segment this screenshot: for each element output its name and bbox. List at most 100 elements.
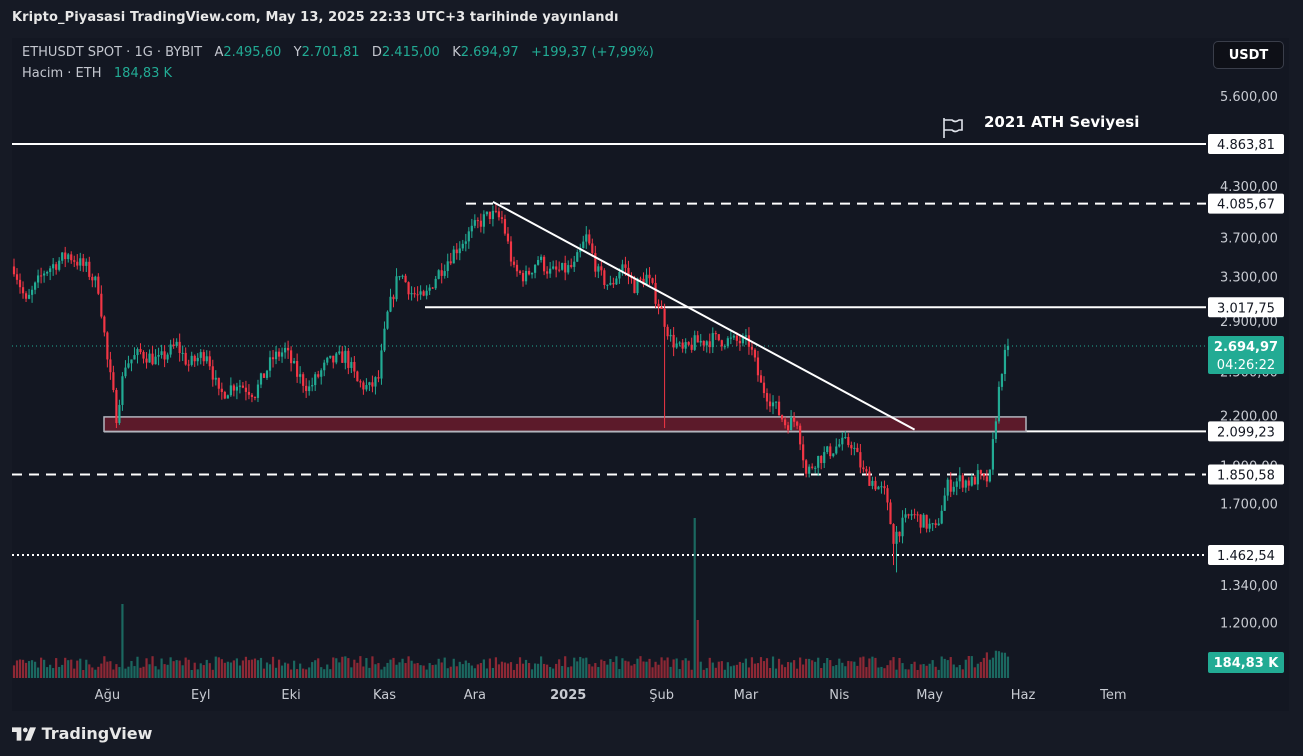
candle-body[interactable] — [865, 469, 868, 472]
current-price-tag[interactable] — [1208, 335, 1284, 374]
candle-body[interactable] — [585, 234, 588, 242]
candle-body[interactable] — [181, 352, 184, 354]
candle-body[interactable] — [904, 514, 907, 518]
candle-body[interactable] — [651, 278, 654, 283]
candle-body[interactable] — [826, 446, 829, 453]
candle-body[interactable] — [1003, 349, 1007, 375]
candle-body[interactable] — [702, 340, 705, 346]
candle-body[interactable] — [46, 271, 49, 274]
candle-body[interactable] — [235, 386, 238, 391]
candle-body[interactable] — [217, 377, 220, 389]
candle-body[interactable] — [314, 374, 317, 386]
candle-body[interactable] — [431, 287, 434, 289]
candle-body[interactable] — [988, 469, 991, 482]
candle-body[interactable] — [777, 401, 781, 416]
candle-body[interactable] — [148, 353, 151, 363]
candle-body[interactable] — [482, 214, 485, 227]
candle-body[interactable] — [982, 474, 985, 477]
candle-body[interactable] — [64, 252, 67, 260]
candle-body[interactable] — [838, 444, 841, 447]
candle-body[interactable] — [154, 356, 157, 365]
candle-body[interactable] — [500, 217, 504, 219]
candle-body[interactable] — [934, 523, 937, 526]
candle-body[interactable] — [61, 252, 64, 261]
candle-body[interactable] — [286, 347, 290, 351]
candle-body[interactable] — [774, 401, 778, 403]
candle-body[interactable] — [729, 337, 732, 339]
candle-body[interactable] — [594, 253, 597, 272]
candle-body[interactable] — [820, 455, 823, 464]
candle-body[interactable] — [681, 342, 684, 349]
candle-body[interactable] — [383, 328, 386, 351]
candle-body[interactable] — [416, 294, 419, 296]
candle-body[interactable] — [133, 355, 136, 360]
candle-body[interactable] — [588, 234, 591, 244]
candle-body[interactable] — [868, 471, 871, 486]
candle-body[interactable] — [428, 287, 431, 291]
candle-body[interactable] — [88, 261, 91, 277]
candle-body[interactable] — [317, 374, 320, 377]
candle-body[interactable] — [229, 385, 232, 396]
trendline[interactable] — [492, 200, 916, 431]
candle-body[interactable] — [940, 510, 943, 524]
candle-body[interactable] — [139, 348, 142, 352]
candle-body[interactable] — [871, 480, 874, 486]
candle-body[interactable] — [663, 308, 666, 327]
candle-body[interactable] — [530, 272, 534, 275]
candle-body[interactable] — [973, 476, 976, 485]
candle-body[interactable] — [494, 210, 498, 212]
candle-body[interactable] — [305, 385, 308, 392]
candle-body[interactable] — [488, 211, 491, 220]
candle-body[interactable] — [669, 334, 672, 337]
candle-body[interactable] — [543, 256, 546, 272]
candle-body[interactable] — [491, 210, 495, 220]
candle-body[interactable] — [711, 333, 714, 348]
support-zone[interactable] — [103, 416, 1027, 433]
candle-body[interactable] — [720, 340, 723, 347]
candle-body[interactable] — [94, 276, 97, 281]
candle-body[interactable] — [371, 382, 374, 387]
candle-body[interactable] — [437, 270, 440, 279]
currency-button[interactable]: USDT — [1213, 41, 1284, 69]
candle-body[interactable] — [666, 326, 669, 337]
candle-body[interactable] — [253, 396, 257, 398]
candle-body[interactable] — [835, 446, 838, 454]
candle-body[interactable] — [518, 271, 522, 273]
candle-body[interactable] — [256, 384, 260, 398]
price-tag-1[interactable] — [1208, 193, 1284, 214]
candle-body[interactable] — [726, 338, 729, 347]
candle-body[interactable] — [208, 356, 211, 367]
candle-body[interactable] — [648, 274, 651, 279]
volume-label[interactable]: Hacim · ETH — [22, 66, 102, 81]
candle-body[interactable] — [657, 303, 660, 308]
candle-body[interactable] — [262, 373, 266, 378]
candle-body[interactable] — [24, 293, 28, 299]
candle-body[interactable] — [293, 360, 296, 364]
candle-body[interactable] — [675, 343, 678, 348]
candle-body[interactable] — [21, 287, 25, 294]
candle-body[interactable] — [886, 488, 889, 503]
candle-body[interactable] — [268, 357, 272, 371]
candle-body[interactable] — [67, 254, 70, 260]
candle-body[interactable] — [193, 355, 196, 362]
candle-body[interactable] — [859, 452, 862, 468]
candle-body[interactable] — [157, 355, 160, 357]
candle-body[interactable] — [762, 382, 766, 394]
candle-body[interactable] — [455, 249, 458, 254]
candle-body[interactable] — [311, 385, 314, 387]
candle-body[interactable] — [714, 333, 717, 335]
candle-body[interactable] — [576, 252, 579, 262]
candle-body[interactable] — [768, 401, 772, 407]
candle-body[interactable] — [660, 307, 663, 309]
candle-body[interactable] — [687, 342, 690, 345]
candle-body[interactable] — [874, 480, 877, 490]
candle-body[interactable] — [121, 376, 124, 405]
candle-body[interactable] — [350, 361, 353, 368]
candle-body[interactable] — [645, 274, 648, 285]
candle-body[interactable] — [398, 276, 401, 278]
candle-body[interactable] — [380, 350, 383, 379]
candle-body[interactable] — [329, 355, 332, 358]
candle-body[interactable] — [302, 374, 305, 386]
candle-body[interactable] — [853, 447, 856, 449]
